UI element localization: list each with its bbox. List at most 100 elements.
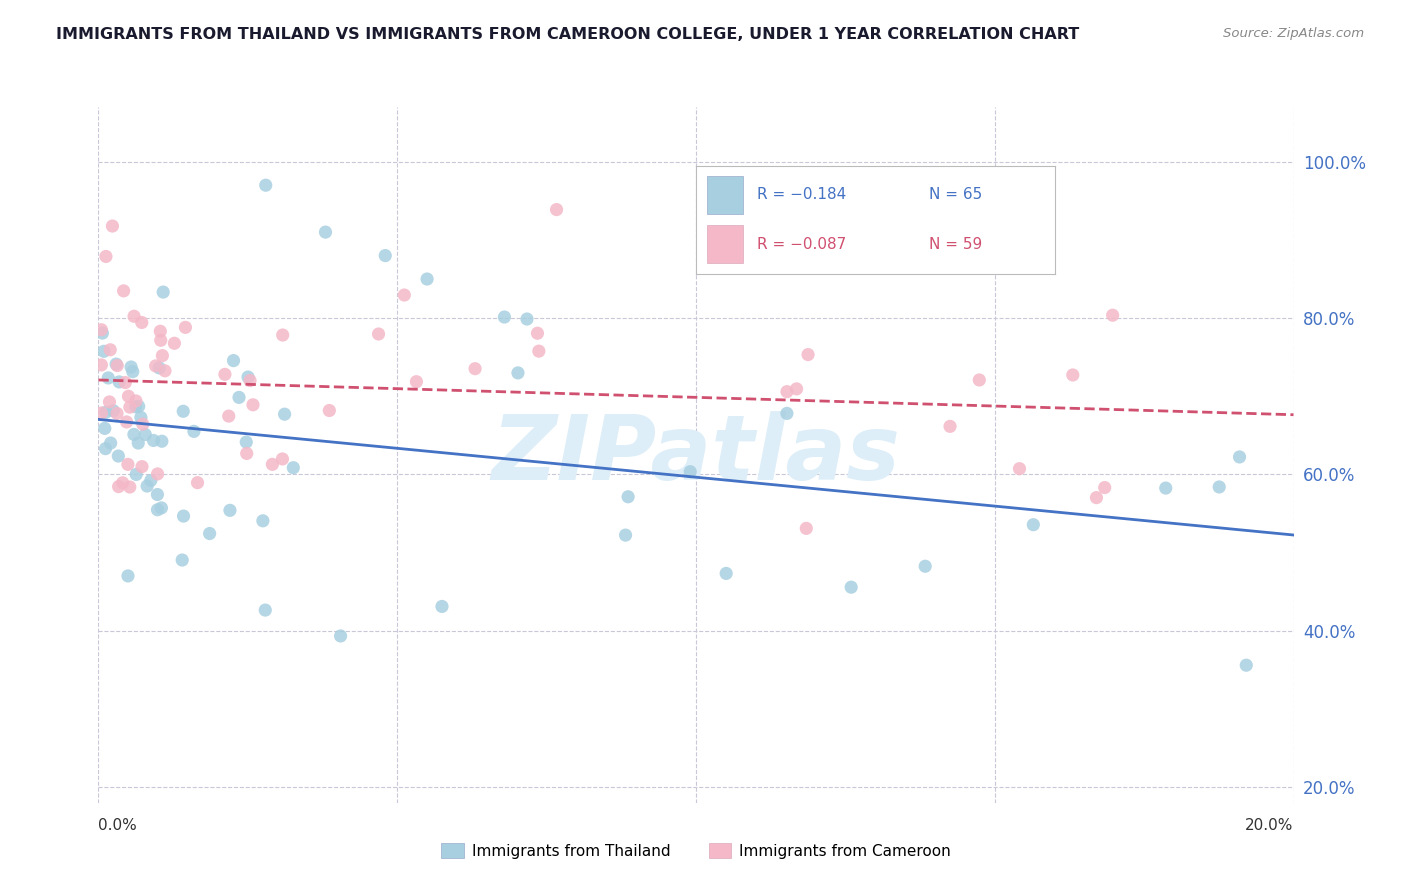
Point [153,364,176,378]
Point [131,316,153,330]
Point [914,559,936,574]
Point [1085,491,1108,505]
Point [112,284,135,298]
Point [1208,480,1230,494]
Point [1094,481,1116,495]
Point [142,434,165,448]
Point [105,407,128,421]
Text: R = −0.087: R = −0.087 [756,237,846,252]
Point [132,417,155,431]
Point [214,368,236,382]
Point [172,404,194,418]
Text: Source: ZipAtlas.com: Source: ZipAtlas.com [1223,27,1364,40]
Point [405,375,427,389]
Point [111,475,134,490]
Point [93,344,115,359]
Point [163,336,186,351]
Point [318,403,340,417]
Point [254,603,277,617]
Point [367,326,389,341]
Point [103,403,125,417]
Point [242,398,264,412]
Point [101,219,124,233]
Point [145,359,167,373]
Point [146,467,169,481]
Point [464,361,486,376]
Point [121,365,143,379]
Point [1101,308,1123,322]
Point [254,178,277,193]
Point [90,323,112,337]
Point [222,353,245,368]
Legend: Immigrants from Thailand, Immigrants from Cameroon: Immigrants from Thailand, Immigrants fro… [434,837,957,864]
Point [1062,368,1084,382]
Point [186,475,208,490]
Point [117,458,139,472]
Point [128,400,150,414]
Point [117,569,139,583]
Point [146,487,169,501]
Point [527,344,550,359]
Point [150,349,173,363]
Point [98,395,121,409]
Point [252,514,274,528]
Point [94,442,117,456]
Point [183,425,205,439]
Point [374,249,396,263]
Point [94,405,117,419]
Point [283,460,305,475]
Text: N = 65: N = 65 [929,187,983,202]
Point [97,371,120,385]
Point [94,421,117,435]
Point [115,415,138,429]
Point [94,250,117,264]
Point [136,479,159,493]
Point [98,343,121,357]
Point [776,406,799,420]
Point [120,359,142,374]
Point [546,202,568,217]
Bar [707,176,742,213]
Point [494,310,516,324]
Point [236,370,259,384]
Point [679,465,702,479]
Point [148,360,170,375]
Point [271,328,294,343]
Point [218,409,240,423]
Point [786,382,808,396]
Point [149,324,172,338]
Point [329,629,352,643]
Point [105,359,128,373]
Point [714,566,737,581]
Point [107,479,129,493]
Point [262,458,284,472]
Point [107,449,129,463]
Point [124,400,146,414]
Point [146,502,169,516]
Point [839,580,862,594]
Point [969,373,991,387]
Bar [707,226,742,263]
Point [235,446,257,460]
Point [1154,481,1177,495]
Point [939,419,962,434]
Point [173,509,195,524]
Point [314,225,337,239]
Point [1234,658,1257,673]
Point [172,553,194,567]
Point [430,599,453,614]
Point [91,326,114,340]
Point [416,272,439,286]
Point [198,526,221,541]
Point [271,452,294,467]
Point [125,467,148,482]
Point [228,391,250,405]
Point [516,312,538,326]
Point [794,521,817,535]
Point [122,310,145,324]
Text: ZIPatlas: ZIPatlas [492,411,900,499]
Point [90,406,112,420]
Text: R = −0.184: R = −0.184 [756,187,846,202]
Point [105,357,128,371]
Point [506,366,529,380]
